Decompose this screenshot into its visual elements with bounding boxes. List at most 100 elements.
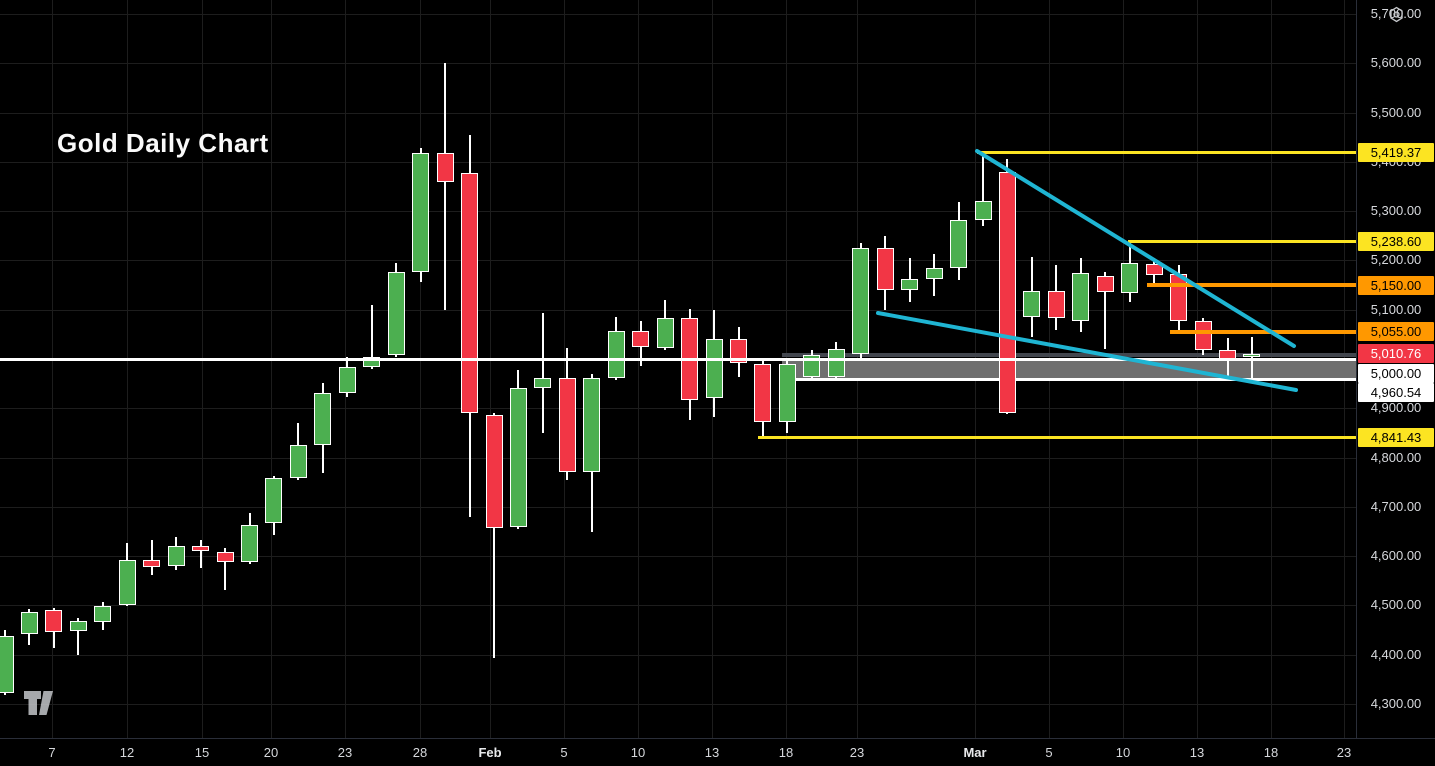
price-badge: 5,010.76	[1358, 344, 1434, 364]
candle	[314, 393, 332, 445]
candle	[1194, 321, 1212, 351]
horizontal-gridline	[0, 408, 1356, 410]
zone-bottom-border	[782, 378, 1356, 381]
candle	[20, 611, 38, 634]
axis-settings-corner	[1356, 0, 1435, 28]
candle	[705, 338, 723, 398]
time-tick-label: 13	[704, 745, 720, 760]
candle	[607, 330, 625, 379]
price-level-line	[758, 435, 1356, 439]
horizontal-gridline	[0, 704, 1356, 705]
candle-wick	[77, 617, 80, 655]
time-tick-label: 13	[1189, 745, 1205, 760]
vertical-gridline	[271, 0, 272, 738]
candle	[1096, 276, 1114, 292]
price-tick-label: 4,900.00	[1370, 400, 1422, 416]
horizontal-gridline	[0, 506, 1356, 508]
time-tick-label: 23	[337, 745, 353, 760]
vertical-gridline	[52, 0, 53, 738]
candle-wick	[224, 548, 227, 591]
candle	[387, 271, 405, 356]
price-badge: 4,960.54	[1358, 383, 1434, 402]
candle-wick	[444, 63, 447, 310]
price-level-line	[977, 150, 1356, 154]
time-tick-label: 5	[560, 745, 568, 760]
time-axis[interactable]: 7 12 15 20 23 28 Feb 5 10 13 18 23 Mar 5 10 13 18 23	[0, 738, 1435, 766]
chart-title: Gold Daily Chart	[57, 128, 269, 158]
vertical-gridline	[420, 0, 421, 738]
candle	[289, 444, 307, 478]
candle	[1072, 273, 1090, 322]
price-badge: 5,419.37	[1358, 142, 1434, 162]
time-tick-label: 7	[48, 745, 56, 760]
candle	[45, 609, 63, 633]
vertical-gridline	[202, 0, 203, 738]
candle	[118, 560, 136, 605]
candle	[436, 152, 454, 182]
price-badge: 4,841.43	[1358, 427, 1434, 447]
candle-wick	[150, 539, 153, 575]
candle	[901, 279, 919, 290]
candle	[167, 546, 185, 566]
candle	[778, 363, 796, 423]
horizontal-gridline	[0, 556, 1356, 558]
time-tick-label: 28	[412, 745, 428, 760]
candle	[558, 378, 576, 472]
price-tick-label: 5,500.00	[1370, 104, 1422, 120]
white-horizontal-line	[0, 357, 1356, 361]
price-level-line	[1170, 329, 1356, 334]
price-badge: 5,000.00	[1358, 363, 1434, 383]
candle	[852, 248, 870, 355]
price-badge: 5,150.00	[1358, 275, 1434, 295]
time-tick-label: 23	[849, 745, 865, 760]
price-badge: 5,055.00	[1358, 322, 1434, 342]
time-tick-label: 5	[1045, 745, 1053, 760]
price-tick-label: 4,300.00	[1370, 696, 1422, 711]
candle	[656, 318, 674, 349]
candle	[1023, 290, 1041, 318]
candle	[876, 248, 894, 290]
candle	[143, 560, 161, 567]
price-tick-label: 5,300.00	[1370, 203, 1422, 219]
price-axis[interactable]: 5,700.005,600.005,500.005,400.005,300.00…	[1356, 0, 1435, 738]
price-badge: 5,238.60	[1358, 231, 1434, 251]
candle	[192, 546, 210, 552]
candle	[241, 525, 258, 563]
candle	[485, 415, 503, 529]
zone-main-fill	[782, 360, 1356, 379]
time-tick-label: Mar	[963, 745, 987, 760]
tradingview-logo[interactable]	[24, 691, 54, 717]
horizontal-gridline	[0, 260, 1356, 262]
vertical-gridline	[127, 0, 128, 738]
candle	[0, 635, 14, 694]
candle	[925, 268, 943, 280]
time-tick-label: Feb	[478, 745, 502, 760]
candle	[338, 366, 356, 393]
time-tick-label: 23	[1336, 745, 1352, 760]
horizontal-gridline	[0, 211, 1356, 213]
price-tick-label: 5,700.00	[1370, 6, 1422, 21]
time-tick-label: 10	[1115, 745, 1131, 760]
candle	[265, 477, 283, 524]
price-tick-label: 4,400.00	[1370, 646, 1422, 662]
candle	[974, 200, 992, 220]
horizontal-gridline	[0, 14, 1356, 15]
time-tick-label: 10	[630, 745, 646, 760]
candle	[412, 152, 430, 272]
price-level-line	[1128, 239, 1356, 243]
vertical-gridline	[638, 0, 639, 738]
candle-wick	[199, 539, 202, 568]
candle	[730, 338, 747, 363]
gear-icon[interactable]	[1387, 5, 1406, 24]
candle	[632, 330, 650, 348]
chart-canvas[interactable]: Gold Daily Chart	[0, 0, 1356, 738]
horizontal-gridline	[0, 309, 1356, 311]
candle	[950, 220, 968, 269]
price-tick-label: 4,800.00	[1370, 449, 1422, 465]
price-tick-label: 4,600.00	[1370, 548, 1422, 564]
horizontal-gridline	[0, 457, 1356, 459]
vertical-gridline	[564, 0, 565, 738]
time-tick-label: 18	[778, 745, 794, 760]
horizontal-gridline	[0, 63, 1356, 65]
